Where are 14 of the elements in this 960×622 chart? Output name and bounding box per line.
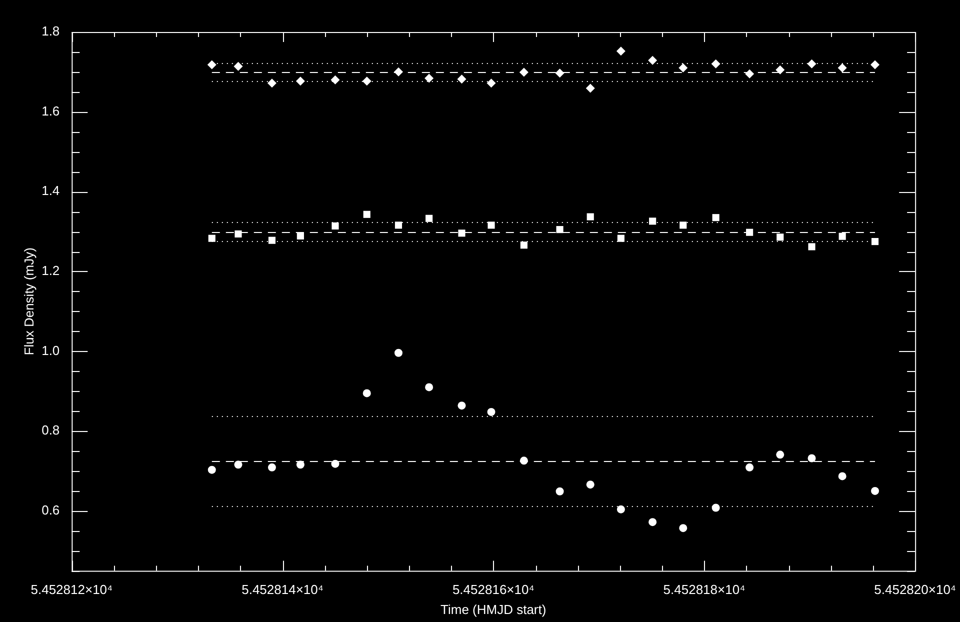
y-axis-title: Flux Density (mJy) <box>21 248 36 356</box>
x-tick-label: 5.452820×10⁴ <box>874 582 956 598</box>
y-tick-label: 0.6 <box>42 502 60 518</box>
x-tick-label: 5.452812×10⁴ <box>30 582 113 598</box>
y-tick-label: 0.8 <box>42 422 60 438</box>
x-tick-label: 5.452816×10⁴ <box>452 582 534 598</box>
y-tick-label: 1.4 <box>42 183 60 198</box>
x-tick-label: 5.452818×10⁴ <box>663 582 746 598</box>
x-axis-title: Time (HMJD start) <box>440 602 546 617</box>
y-tick-label: 1.8 <box>42 24 60 39</box>
x-tick-label: 5.452814×10⁴ <box>242 582 324 598</box>
y-tick-label: 1.0 <box>42 342 60 358</box>
y-tick-label: 1.2 <box>42 263 60 278</box>
y-tick-label: 1.6 <box>42 103 60 118</box>
